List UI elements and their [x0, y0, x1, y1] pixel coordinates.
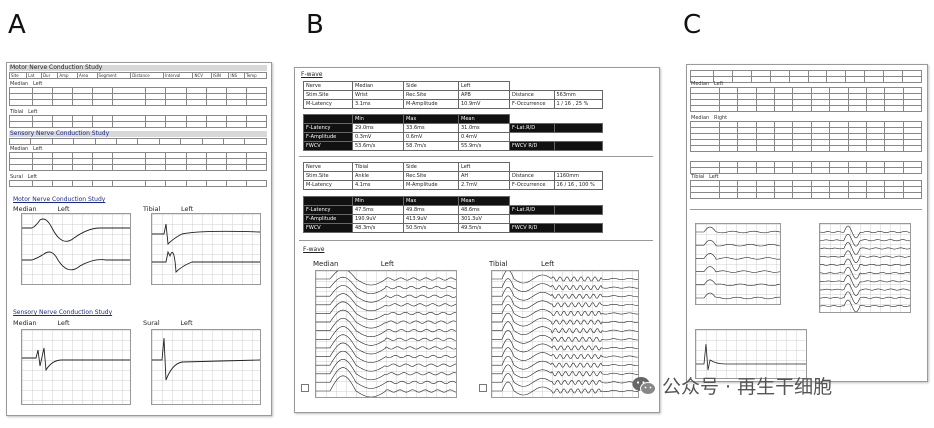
- f-wave-section-label: F-wave: [301, 71, 323, 78]
- panel-letter-b: B: [306, 10, 324, 40]
- f-wave-plot-section-label: F-wave: [303, 246, 325, 253]
- motor-plot-section-title: Motor Nerve Conduction Study: [13, 196, 106, 203]
- waveform-trace: [820, 291, 910, 305]
- waveform-trace: [316, 375, 456, 397]
- waveform-trace: [316, 350, 456, 372]
- tibial-f-wave-traces: [491, 270, 639, 398]
- c-table-5: [690, 180, 923, 199]
- median-sensory-trace: [21, 329, 131, 405]
- waveform-trace: [492, 286, 638, 301]
- watermark: 公众号 · 再生干细胞: [632, 372, 832, 399]
- waveform-trace: [696, 292, 780, 300]
- waveform-trace: [820, 283, 910, 296]
- waveform-trace: [316, 367, 456, 389]
- sural-sensory-trace: [151, 329, 261, 405]
- motor-study-table-title: Motor Nerve Conduction Study: [10, 64, 103, 71]
- waveform-trace: [492, 312, 638, 327]
- waveform-trace: [492, 338, 638, 353]
- median-sensory-plot-label: Median Left: [13, 319, 70, 327]
- median-f-wave-traces: [315, 270, 457, 398]
- c-table-1: [690, 70, 922, 83]
- waveform-trace: [316, 342, 456, 363]
- c-table-4: [690, 161, 923, 174]
- wechat-icon: [632, 376, 656, 395]
- median-motor-trace: [21, 213, 131, 285]
- waveform-trace: [316, 317, 456, 337]
- waveform-trace: [820, 250, 910, 264]
- median-sensory-table: [9, 152, 268, 171]
- waveform-trace: [316, 326, 456, 346]
- c-trace-3: [695, 329, 807, 379]
- watermark-text: 公众号 · 再生干细胞: [662, 376, 833, 398]
- median-f-wave-stats-table: Min Max Mean F-Latency 29.0ms 33.6ms 31.0ms…: [303, 114, 603, 151]
- sensory-study-table-title: Sensory Nerve Conduction Study: [10, 130, 110, 137]
- median-f-wave-plot-label: Median Left: [313, 260, 394, 268]
- waveform-trace: [492, 329, 638, 344]
- waveform-trace: [696, 226, 780, 234]
- tibial-f-wave-plot-label: Tibial Left: [489, 260, 555, 268]
- tibial-f-wave-info-table: Nerve Tibial Side Left Stim.Site Ankle Rec.…: [303, 162, 603, 190]
- report-sheet-a: Motor Nerve Conduction Study Site Lat Dur …: [6, 62, 272, 416]
- sensory-plot-section-title: Sensory Nerve Conduction Study: [13, 309, 113, 316]
- waveform-trace: [316, 334, 456, 355]
- waveform-trace: [492, 347, 638, 361]
- waveform-trace: [820, 266, 910, 280]
- waveform-trace: [820, 233, 910, 247]
- waveform-trace: [696, 279, 780, 286]
- c-trace-2: [819, 223, 911, 313]
- waveform-trace: [820, 299, 910, 312]
- tibial-motor-trace: [151, 213, 261, 285]
- waveform-trace: [316, 301, 456, 320]
- median-f-wave-info-table: Nerve Median Side Left Stim.Site Wrist Rec.…: [303, 81, 603, 109]
- waveform-trace: [820, 274, 910, 288]
- c-table-3: [690, 121, 923, 152]
- waveform-trace: [696, 266, 780, 273]
- waveform-trace: [492, 381, 638, 396]
- waveform-trace: [316, 276, 456, 294]
- waveform-trace: [820, 225, 910, 239]
- waveform-trace: [492, 278, 638, 292]
- waveform-trace: [820, 258, 910, 272]
- waveform-trace: [696, 253, 780, 260]
- waveform-trace: [492, 295, 638, 310]
- c-table-2: [690, 87, 923, 112]
- waveform-trace: [696, 239, 780, 247]
- median-motor-table: [9, 87, 268, 106]
- waveform-trace: [316, 285, 456, 303]
- waveform-trace: [492, 271, 638, 284]
- tibial-f-wave-stats-table: Min Max Mean F-Latency 47.5ms 49.8ms 48.6ms…: [303, 196, 603, 233]
- tibial-plot-label: Tibial Left: [143, 205, 194, 213]
- waveform-trace: [316, 309, 456, 329]
- waveform-trace: [316, 293, 456, 312]
- sural-sensory-plot-label: Sural Left: [143, 319, 193, 327]
- report-sheet-c: Median Left Median Right Tibial Left: [686, 64, 928, 382]
- median-plot-label: Median Left: [13, 205, 70, 213]
- c-trace-1: [695, 223, 781, 305]
- waveform-trace: [492, 304, 638, 318]
- waveform-trace: [492, 355, 638, 370]
- waveform-trace: [316, 271, 456, 286]
- panel-letter-a: A: [8, 10, 26, 40]
- sensory-header-table: [8, 138, 267, 145]
- panel-letter-c: C: [683, 10, 702, 40]
- report-sheet-b: F-wave Nerve Median Side Left Stim.Site Wri…: [294, 67, 660, 413]
- tibial-motor-table: [9, 115, 268, 128]
- waveform-trace: [492, 364, 638, 379]
- waveform-trace: [316, 359, 456, 381]
- sural-sensory-table: [9, 180, 268, 187]
- waveform-trace: [820, 242, 910, 255]
- waveform-trace: [492, 321, 638, 335]
- motor-header-table: Site Lat Dur Amp Area Segment Distance Interv…: [8, 72, 268, 79]
- waveform-trace: [492, 373, 638, 387]
